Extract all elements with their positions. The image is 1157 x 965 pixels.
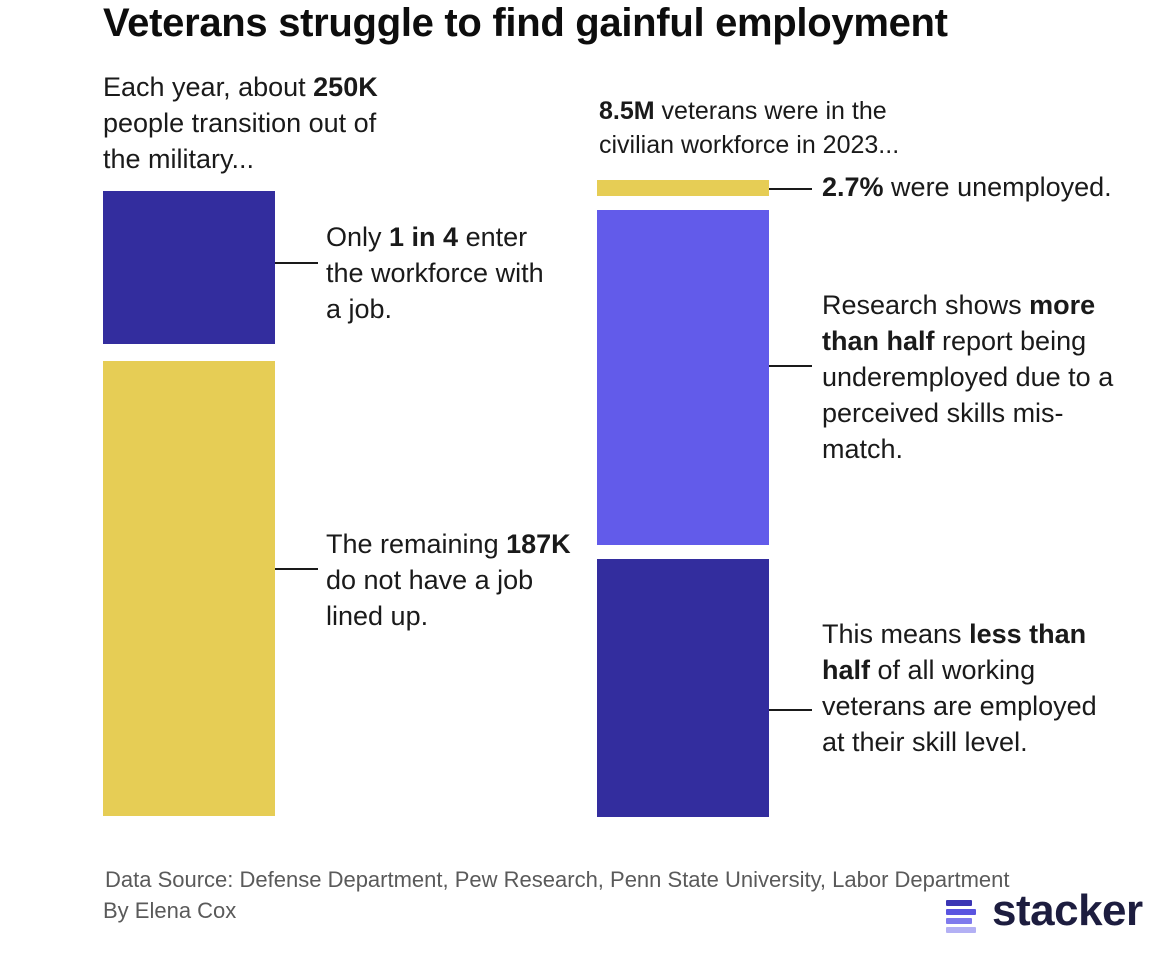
left-bottom-leader	[275, 568, 318, 570]
right-bottom-post: of all working veterans are employed at …	[822, 655, 1097, 757]
left-bottom-bold: 187K	[506, 529, 571, 559]
right-top-bold: 2.7%	[822, 172, 884, 202]
right-bar-skill-level	[597, 559, 769, 817]
left-bottom-pre: The remaining	[326, 529, 507, 559]
left-intro-post: people transition out of the military...	[103, 108, 377, 174]
left-bar-with-job	[103, 191, 275, 345]
left-bottom-post: do not have a job lined up.	[326, 565, 534, 631]
left-top-label: Only 1 in 4 enter the workforce with a j…	[326, 219, 556, 327]
stacker-logo: stacker	[944, 886, 1144, 936]
right-mid-leader	[769, 365, 812, 367]
right-bottom-leader	[769, 709, 812, 711]
left-intro-bold: 250K	[313, 72, 378, 102]
data-source: Data Source: Defense Department, Pew Res…	[105, 867, 1010, 892]
left-top-pre: Only	[326, 222, 390, 252]
stacker-logo-text: stacker	[992, 886, 1143, 935]
right-top-post: were unemployed.	[883, 172, 1112, 202]
left-top-post: enter the workforce with a job.	[326, 222, 544, 324]
byline: By Elena Cox	[103, 898, 237, 923]
right-bar-unemployed	[597, 180, 769, 197]
right-mid-post: report being underemployed due to a perc…	[822, 326, 1114, 464]
chart-title: Veterans struggle to find gainful employ…	[103, 1, 948, 45]
right-intro-bold: 8.5M	[599, 97, 655, 125]
right-intro-post: veterans were in the civilian workforce …	[599, 97, 900, 159]
left-top-bold: 1 in 4	[389, 222, 459, 252]
right-top-label: 2.7% were unemployed.	[822, 169, 1152, 205]
right-mid-bold: more than half	[822, 290, 1096, 356]
right-bottom-pre: This means	[822, 619, 970, 649]
right-mid-pre: Research shows	[822, 290, 1030, 320]
right-bottom-bold: less than half	[822, 619, 1087, 685]
left-intro-pre: Each year, about	[103, 72, 314, 102]
left-bar-no-job	[103, 361, 275, 816]
left-bottom-label: The remaining 187K do not have a job lin…	[326, 526, 571, 634]
right-bar-underemployed	[597, 210, 769, 546]
right-bottom-label: This means less than half of all working…	[822, 616, 1112, 760]
left-top-leader	[275, 262, 318, 264]
right-mid-label: Research shows more than half report bei…	[822, 287, 1127, 467]
left-intro: Each year, about 250K people transition …	[103, 69, 413, 177]
right-top-leader	[769, 188, 812, 190]
right-intro: 8.5M veterans were in the civilian workf…	[599, 94, 959, 162]
stacker-logo-icon	[946, 900, 978, 933]
